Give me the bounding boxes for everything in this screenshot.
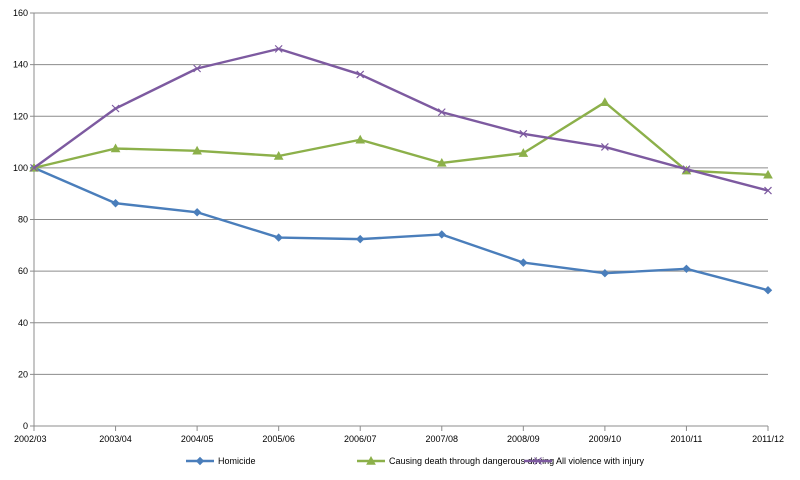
- data-point-causing-death-through-dangerous-driving: [763, 169, 773, 179]
- data-point-causing-death-through-dangerous-driving: [355, 134, 366, 144]
- series-homicide: [29, 163, 773, 295]
- data-point-all-violence-with-injury: [437, 108, 446, 117]
- series-line-all-violence-with-injury: [33, 47, 769, 192]
- y-tick-label: 20: [18, 369, 28, 379]
- legend-marker: [534, 457, 542, 465]
- data-point-all-violence-with-injury: [356, 70, 365, 79]
- x-tick-label: 2008/09: [507, 434, 540, 444]
- series-line-causing-death-through-dangerous-driving: [33, 101, 769, 177]
- data-point-all-violence-with-injury: [519, 129, 528, 138]
- x-tick-label: 2003/04: [99, 434, 132, 444]
- data-point-causing-death-through-dangerous-driving: [110, 143, 121, 153]
- data-point-causing-death-through-dangerous-driving: [192, 145, 202, 155]
- gridlines: [34, 12, 768, 427]
- y-tick-label: 140: [13, 60, 28, 70]
- y-tick-label: 60: [18, 266, 28, 276]
- legend-label: Causing death through dangerous driving: [389, 456, 554, 466]
- legend-label: All violence with injury: [556, 456, 645, 466]
- data-point-homicide: [356, 234, 365, 244]
- data-point-homicide: [111, 199, 120, 208]
- series-causing-death-through-dangerous-driving: [29, 97, 773, 179]
- x-tick-label: 2005/06: [262, 434, 295, 444]
- y-tick-label: 160: [13, 8, 28, 18]
- data-point-all-violence-with-injury: [111, 104, 120, 113]
- data-point-all-violence-with-injury: [30, 163, 38, 172]
- y-tick-label: 40: [18, 318, 28, 328]
- series-layer: [29, 44, 773, 295]
- data-point-all-violence-with-injury: [274, 44, 283, 53]
- data-point-causing-death-through-dangerous-driving: [436, 157, 447, 167]
- x-tick-label: 2002/03: [14, 434, 47, 444]
- legend-label: Homicide: [218, 456, 256, 466]
- data-point-homicide: [437, 230, 446, 239]
- legend-item-all-violence-with-injury: All violence with injury: [524, 456, 645, 466]
- data-point-causing-death-through-dangerous-driving: [273, 150, 284, 160]
- x-tick-label: 2004/05: [181, 434, 214, 444]
- data-point-all-violence-with-injury: [764, 186, 772, 195]
- series-all-violence-with-injury: [30, 44, 772, 195]
- legend-item-causing-death-through-dangerous-driving: Causing death through dangerous driving: [357, 455, 554, 466]
- data-point-all-violence-with-injury: [600, 143, 609, 151]
- x-tick-label: 2006/07: [344, 434, 377, 444]
- data-point-homicide: [763, 286, 773, 295]
- data-point-all-violence-with-injury: [682, 165, 691, 174]
- data-point-homicide: [274, 233, 283, 242]
- legend-item-homicide: Homicide: [186, 456, 256, 466]
- y-tick-label: 100: [13, 163, 28, 173]
- data-point-homicide: [600, 268, 610, 278]
- legend-marker: [366, 455, 376, 465]
- y-tick-label: 120: [13, 111, 28, 121]
- data-point-causing-death-through-dangerous-driving: [518, 148, 529, 157]
- x-tick-label: 2009/10: [589, 434, 622, 444]
- data-point-causing-death-through-dangerous-driving: [600, 97, 610, 107]
- x-tick-label: 2010/11: [671, 434, 703, 444]
- x-tick-label: 2007/08: [426, 434, 459, 444]
- x-tick-label: 2011/12: [752, 434, 784, 444]
- y-tick-label: 80: [18, 215, 28, 225]
- series-line-homicide: [33, 166, 769, 292]
- legend-marker: [195, 456, 205, 466]
- data-point-homicide: [192, 208, 202, 217]
- y-tick-label: 0: [23, 421, 28, 431]
- axes: 0 20 40 60 80 100 120 140 160 2002/03 2003/04 2004/…: [13, 8, 784, 444]
- data-point-homicide: [682, 264, 691, 274]
- data-point-homicide: [519, 258, 528, 267]
- data-point-all-violence-with-injury: [193, 64, 202, 73]
- legend: Homicide Causing death through dangerous …: [186, 455, 645, 466]
